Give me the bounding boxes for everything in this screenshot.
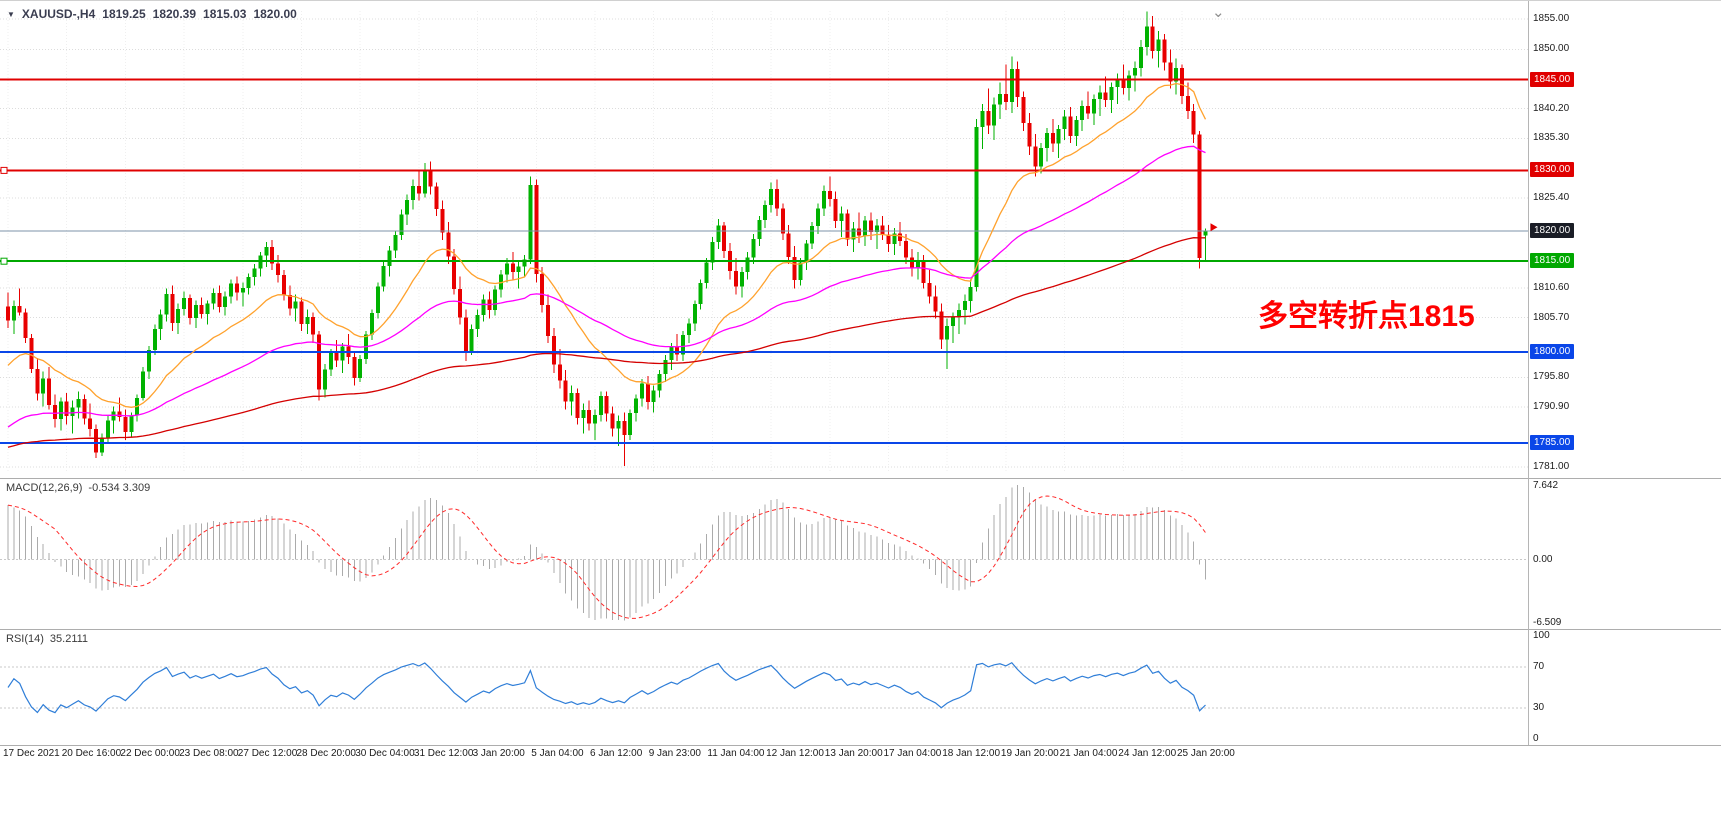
price-axis-label: 1840.20 (1533, 102, 1570, 114)
rsi-axis-label: 30 (1533, 702, 1545, 714)
time-axis-label: 25 Jan 20:00 (1177, 748, 1235, 759)
rsi-value: 35.2111 (49, 633, 89, 645)
macd-axis-min: -6.509 (1533, 617, 1562, 628)
ohlc-close: 1820.00 (253, 7, 297, 21)
rsi-title: RSI(14) (6, 633, 44, 645)
price-line-badge: 1815.00 (1530, 253, 1575, 269)
time-axis-label: 13 Jan 20:00 (824, 748, 883, 759)
time-axis-label: 28 Dec 20:00 (296, 748, 357, 759)
time-axis-label: 11 Jan 04:00 (707, 748, 765, 759)
price-axis-label: 1835.30 (1533, 132, 1570, 144)
rsi-panel[interactable] (0, 630, 1721, 745)
horizontal-level-lines[interactable] (0, 78, 1528, 444)
time-axis-label: 31 Dec 12:00 (413, 748, 474, 759)
pivot-annotation-text: 多空转折点1815 (1258, 300, 1475, 333)
symbol-dropdown-icon[interactable]: ▼ (7, 9, 15, 19)
time-axis[interactable]: 17 Dec 2021 20 Dec 16:00 22 Dec 00:00 23 De… (0, 745, 1721, 767)
panel-separator[interactable] (0, 629, 1721, 630)
time-axis-label: 19 Jan 20:00 (1000, 748, 1059, 759)
price-axis-label: 1855.00 (1533, 13, 1570, 24)
time-axis-label: 17 Dec 2021 (3, 748, 60, 759)
panel-separator (0, 745, 1721, 746)
rsi-title-row: RSI(14) 35.2111 (6, 633, 88, 645)
time-axis-label: 30 Dec 04:00 (355, 748, 415, 759)
macd-signal-line (7, 495, 1206, 619)
macd-panel[interactable] (0, 479, 1721, 629)
rsi-axis-label: 70 (1533, 660, 1545, 672)
price-scale[interactable]: 1855.00 1850.00 1845.00 1840.20 1835.30 1830.… (1529, 1, 1721, 767)
ohlc-low: 1815.03 (203, 7, 247, 21)
rsi-axis-label: 100 (1533, 630, 1550, 641)
time-axis-label: 5 Jan 04:00 (531, 748, 584, 759)
price-axis-label: 1781.00 (1533, 461, 1570, 472)
time-axis-label: 23 Dec 08:00 (179, 748, 239, 759)
time-axis-label: 24 Jan 12:00 (1118, 748, 1177, 759)
price-axis-label: 1825.40 (1533, 192, 1570, 204)
ma-fast-orange (7, 82, 1207, 408)
price-line-badge: 1785.00 (1530, 434, 1575, 450)
price-axis-label: 1790.90 (1533, 401, 1570, 413)
price-scale-divider (1528, 1, 1529, 745)
price-axis-label: 1810.60 (1533, 281, 1570, 293)
chart-shift-chevron-icon[interactable]: ⌄ (1212, 4, 1225, 21)
time-axis-label: 6 Jan 12:00 (590, 748, 643, 759)
macd-axis-max: 7.642 (1533, 480, 1559, 491)
current-price-arrow-icon (1210, 223, 1218, 232)
time-axis-label: 3 Jan 20:00 (472, 748, 525, 759)
rsi-axis-label: 0 (1533, 733, 1539, 744)
price-axis-label: 1850.00 (1533, 43, 1570, 55)
time-axis-label: 17 Jan 04:00 (883, 748, 942, 759)
time-axis-label: 22 Dec 00:00 (120, 748, 180, 759)
time-axis-label: 21 Jan 04:00 (1059, 748, 1118, 759)
time-axis-label: 27 Dec 12:00 (237, 748, 298, 759)
ohlc-high: 1820.39 (152, 7, 197, 21)
price-axis-label: 1795.80 (1533, 371, 1570, 383)
time-axis-label: 20 Dec 16:00 (61, 748, 122, 759)
symbol-timeframe-label: XAUUSD-,H4 (21, 7, 96, 21)
macd-title: MACD(12,26,9) (6, 482, 83, 494)
rsi-level-lines (0, 666, 1528, 709)
macd-values: -0.534 3.309 (88, 482, 151, 494)
time-axis-label: 18 Jan 12:00 (942, 748, 1001, 759)
price-axis-label: 1805.70 (1533, 311, 1570, 323)
time-axis-label: 12 Jan 12:00 (766, 748, 824, 759)
price-line-badge: 1845.00 (1530, 71, 1575, 87)
rsi-line (7, 661, 1206, 714)
price-line-badge: 1820.00 (1530, 222, 1575, 238)
line-drag-handles[interactable] (0, 166, 8, 265)
ma-mid-magenta (7, 145, 1206, 428)
macd-histogram (7, 485, 1206, 621)
macd-title-row: MACD(12,26,9) -0.534 3.309 (6, 482, 150, 494)
chart-header: ▼ XAUUSD-,H4 1819.25 1820.39 1815.03 182… (7, 7, 297, 21)
time-axis-label: 9 Jan 23:00 (648, 748, 701, 759)
ohlc-open: 1819.25 (102, 7, 146, 21)
price-line-badge: 1800.00 (1530, 344, 1575, 359)
macd-axis-zero: 0.00 (1533, 553, 1553, 565)
panel-separator[interactable] (0, 478, 1721, 479)
price-line-badge: 1830.00 (1530, 162, 1575, 178)
price-chart-panel[interactable] (0, 1, 1721, 478)
ma-slow-red (7, 237, 1206, 448)
